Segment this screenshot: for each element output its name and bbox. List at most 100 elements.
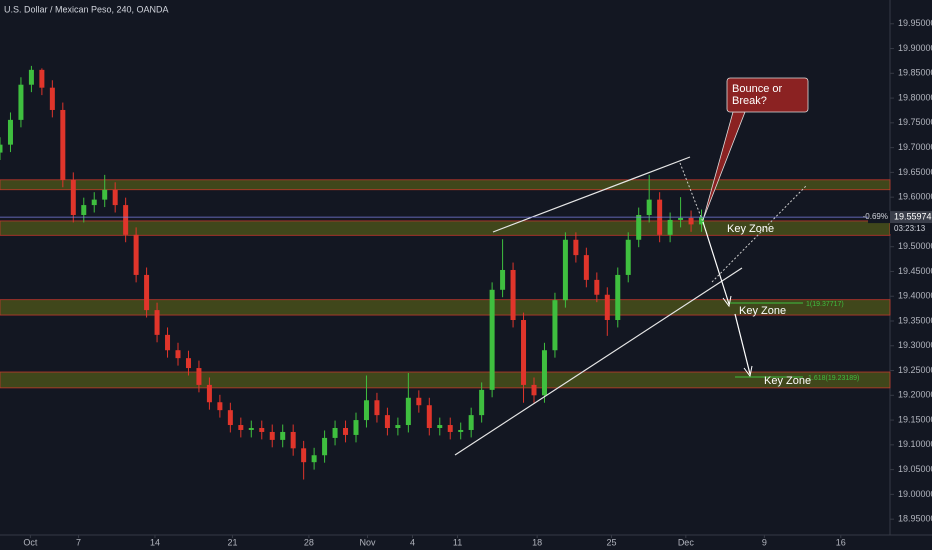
last-price-label: 19.55974 [894, 211, 932, 221]
candle-body [49, 87, 55, 110]
candle-body [363, 400, 369, 421]
candle-body [91, 199, 97, 206]
candle-body [678, 217, 684, 220]
y-tick-label: 19.05000 [898, 464, 932, 474]
candle-body [123, 205, 129, 235]
candle-body [39, 69, 45, 88]
candle-body [154, 310, 160, 335]
candle-body [322, 437, 328, 456]
candle-body [479, 389, 485, 416]
candle-body [583, 255, 589, 280]
candle-body [343, 428, 349, 435]
dotted-line [679, 162, 704, 223]
y-tick-label: 19.00000 [898, 489, 932, 499]
y-tick-label: 19.10000 [898, 439, 932, 449]
y-tick-label: 19.90000 [898, 43, 932, 53]
candle-body [311, 455, 317, 463]
candle-body [604, 294, 610, 321]
wedge-upper [492, 156, 691, 233]
fib-label: 1.618(19.23189) [808, 375, 859, 382]
candle-body [81, 205, 87, 215]
y-tick-label: 19.70000 [898, 142, 932, 152]
candle-body [405, 397, 411, 426]
candle-body [175, 350, 181, 359]
y-tick-label: 19.60000 [898, 192, 932, 202]
candle-body [615, 274, 621, 321]
x-tick-label: Oct [23, 537, 38, 547]
zone-label: Key Zone [764, 375, 811, 387]
candle-body [468, 415, 474, 430]
candle-body [290, 431, 296, 449]
arrow-head [722, 295, 732, 308]
candle-body [437, 425, 443, 428]
y-tick-label: 18.95000 [898, 514, 932, 524]
x-tick-label: Dec [678, 537, 695, 547]
zones [0, 179, 891, 389]
x-tick-label: Nov [360, 537, 377, 547]
candle-body [541, 350, 547, 396]
y-tick-label: 19.85000 [898, 68, 932, 78]
x-tick-label: 9 [762, 537, 767, 547]
candle-body [102, 189, 108, 200]
y-tick-label: 19.30000 [898, 340, 932, 350]
candle-body [217, 402, 223, 411]
change-box [868, 211, 890, 224]
callout-box [726, 77, 809, 113]
candle-body [458, 429, 464, 432]
candle-body [301, 448, 307, 463]
candle-body [206, 384, 212, 403]
y-tick-label: 19.15000 [898, 414, 932, 424]
candle-body [144, 274, 150, 311]
x-tick-label: 7 [76, 537, 81, 547]
candle-body [165, 334, 171, 351]
y-tick-label: 19.35000 [898, 315, 932, 325]
candle-body [259, 428, 265, 432]
zone-label: Key Zone [727, 223, 774, 235]
countdown-label: 03:23:13 [894, 224, 926, 233]
x-tick-label: 18 [532, 537, 542, 547]
x-tick-label: 14 [150, 537, 160, 547]
candle-body [521, 320, 527, 385]
candle-body [18, 84, 24, 120]
candle-body [353, 420, 359, 435]
candle-body [625, 239, 631, 275]
axes: 18.95000 19.00000 19.05000 19.10000 19.15000… [0, 18, 932, 547]
candle-body [0, 144, 3, 153]
candle-body [238, 425, 244, 430]
x-tick-label: 28 [304, 537, 314, 547]
candle-body [646, 199, 652, 215]
candle-body [133, 234, 139, 275]
arrow [734, 313, 751, 375]
y-tick-label: 19.50000 [898, 241, 932, 251]
candle-body [374, 400, 380, 416]
candle-body [196, 368, 202, 385]
x-tick-label: 16 [836, 537, 846, 547]
candle-body [227, 410, 233, 426]
x-tick-label: 25 [606, 537, 616, 547]
arrow-head [743, 365, 753, 378]
callout-text: Bounce or [732, 83, 782, 95]
candle-body [562, 239, 568, 301]
candle-body [384, 415, 390, 428]
y-tick-label: 19.95000 [898, 18, 932, 28]
candles [0, 65, 705, 480]
key-zone [0, 299, 891, 316]
candle-body [60, 109, 66, 180]
y-tick-label: 19.20000 [898, 390, 932, 400]
candle-body [395, 425, 401, 428]
last-price-box [890, 211, 932, 224]
candle-body [688, 217, 694, 225]
y-tick-label: 19.80000 [898, 92, 932, 102]
x-tick-label: 21 [227, 537, 237, 547]
candle-body [500, 269, 506, 290]
candle-body [510, 269, 516, 321]
candle-body [489, 289, 495, 390]
key-zone [0, 179, 891, 191]
candle-body [699, 216, 705, 225]
candle-body [416, 397, 422, 406]
y-tick-label: 19.25000 [898, 365, 932, 375]
candle-body [28, 69, 34, 85]
candle-body [667, 219, 673, 235]
candle-body [70, 179, 76, 215]
